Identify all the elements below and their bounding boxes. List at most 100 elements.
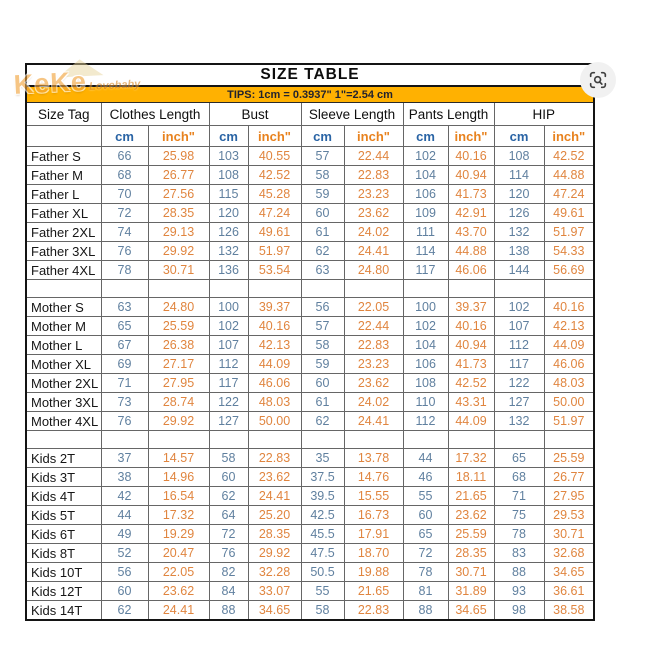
cm-value-cell: 117	[402, 260, 449, 280]
unit-inch-clothes: inch"	[147, 125, 210, 147]
size-tag-cell: Kids 4T	[25, 486, 102, 506]
inch-value-cell: 27.95	[543, 486, 595, 506]
cm-value-cell: 47.5	[300, 543, 345, 563]
spacer-cell	[447, 279, 495, 298]
cm-value-cell: 37.5	[300, 467, 345, 487]
cm-value-cell: 70	[100, 184, 149, 204]
table-row: Father M 68 26.77 108 42.52 58 22.83 104 40.94 11…	[25, 165, 595, 185]
cm-value-cell: 64	[208, 505, 249, 525]
inch-value-cell: 42.13	[247, 335, 302, 355]
inch-value-cell: 14.76	[343, 467, 404, 487]
cm-value-cell: 50.5	[300, 562, 345, 582]
size-tag-cell: Father XL	[25, 203, 102, 223]
cm-value-cell: 59	[300, 354, 345, 374]
cm-value-cell: 45.5	[300, 524, 345, 544]
inch-value-cell: 56.69	[543, 260, 595, 280]
inch-value-cell: 13.78	[343, 448, 404, 468]
inch-value-cell: 50.00	[247, 411, 302, 431]
unit-cm-pants: cm	[402, 125, 449, 147]
inch-value-cell: 27.56	[147, 184, 210, 204]
inch-value-cell: 49.61	[543, 203, 595, 223]
inch-value-cell: 54.33	[543, 241, 595, 261]
cm-value-cell: 60	[402, 505, 449, 525]
size-tag-cell: Mother XL	[25, 354, 102, 374]
size-tag-cell: Kids 5T	[25, 505, 102, 525]
unit-inch-pants: inch"	[447, 125, 495, 147]
inch-value-cell: 29.92	[147, 241, 210, 261]
unit-cm-sleeve: cm	[300, 125, 345, 147]
size-tag-cell: Father S	[25, 146, 102, 166]
cm-value-cell: 76	[208, 543, 249, 563]
cm-value-cell: 52	[100, 543, 149, 563]
inch-value-cell: 16.73	[343, 505, 404, 525]
cm-value-cell: 63	[100, 297, 149, 317]
cm-value-cell: 58	[208, 448, 249, 468]
inch-value-cell: 22.44	[343, 146, 404, 166]
inch-value-cell: 24.02	[343, 392, 404, 412]
cm-value-cell: 108	[208, 165, 249, 185]
spacer-cell	[402, 430, 449, 449]
cm-value-cell: 98	[493, 600, 545, 621]
table-row: Father S 66 25.98 103 40.55 57 22.44 102 40.16 10…	[25, 146, 595, 166]
inch-value-cell: 40.16	[447, 316, 495, 336]
cm-value-cell: 108	[493, 146, 545, 166]
cm-value-cell: 138	[493, 241, 545, 261]
cm-value-cell: 69	[100, 354, 149, 374]
cm-value-cell: 58	[300, 600, 345, 621]
cm-value-cell: 127	[208, 411, 249, 431]
section-spacer-row	[25, 279, 595, 298]
inch-value-cell: 19.29	[147, 524, 210, 544]
cm-value-cell: 63	[300, 260, 345, 280]
cm-value-cell: 126	[208, 222, 249, 242]
cm-value-cell: 61	[300, 392, 345, 412]
tips-text: TIPS: 1cm = 0.3937" 1"=2.54 cm	[25, 85, 595, 103]
unit-row: cm inch" cm inch" cm inch" cm inch" cm i…	[25, 125, 595, 147]
cm-value-cell: 132	[493, 411, 545, 431]
image-search-lens-icon[interactable]	[580, 62, 616, 98]
cm-value-cell: 59	[300, 184, 345, 204]
unit-cm-hip: cm	[493, 125, 545, 147]
table-row: Mother M 65 25.59 102 40.16 57 22.44 102 40.16 10…	[25, 316, 595, 336]
inch-value-cell: 23.23	[343, 184, 404, 204]
spacer-cell	[247, 430, 302, 449]
size-table-body: Father S 66 25.98 103 40.55 57 22.44 102 40.16 10…	[25, 146, 595, 621]
inch-value-cell: 23.62	[343, 203, 404, 223]
inch-value-cell: 23.62	[343, 373, 404, 393]
inch-value-cell: 24.41	[343, 241, 404, 261]
cm-value-cell: 55	[300, 581, 345, 601]
size-tag-cell: Mother S	[25, 297, 102, 317]
cm-value-cell: 114	[402, 241, 449, 261]
cm-value-cell: 112	[493, 335, 545, 355]
inch-value-cell: 20.47	[147, 543, 210, 563]
cm-value-cell: 71	[493, 486, 545, 506]
inch-value-cell: 22.05	[147, 562, 210, 582]
size-tag-cell: Father L	[25, 184, 102, 204]
table-row: Kids 14T 62 24.41 88 34.65 58 22.83 88 34.65 98 38…	[25, 600, 595, 621]
table-row: Mother S 63 24.80 100 39.37 56 22.05 100 39.37 10…	[25, 297, 595, 317]
cm-value-cell: 62	[300, 411, 345, 431]
cm-value-cell: 55	[402, 486, 449, 506]
cm-value-cell: 112	[208, 354, 249, 374]
cm-value-cell: 44	[402, 448, 449, 468]
spacer-cell	[493, 279, 545, 298]
spacer-cell	[343, 430, 404, 449]
inch-value-cell: 49.61	[247, 222, 302, 242]
inch-value-cell: 29.92	[247, 543, 302, 563]
cm-value-cell: 78	[402, 562, 449, 582]
inch-value-cell: 51.97	[543, 222, 595, 242]
table-row: Father 2XL 74 29.13 126 49.61 61 24.02 111 43.70…	[25, 222, 595, 242]
cm-value-cell: 46	[402, 467, 449, 487]
inch-value-cell: 14.57	[147, 448, 210, 468]
inch-value-cell: 14.96	[147, 467, 210, 487]
cm-value-cell: 72	[100, 203, 149, 223]
cm-value-cell: 68	[100, 165, 149, 185]
inch-value-cell: 29.53	[543, 505, 595, 525]
table-row: Kids 3T 38 14.96 60 23.62 37.5 14.76 46 18.11 68 2…	[25, 467, 595, 487]
inch-value-cell: 44.88	[447, 241, 495, 261]
table-row: Kids 10T 56 22.05 82 32.28 50.5 19.88 78 30.71 88…	[25, 562, 595, 582]
cm-value-cell: 122	[493, 373, 545, 393]
inch-value-cell: 47.24	[543, 184, 595, 204]
table-title: SIZE TABLE	[25, 63, 595, 87]
inch-value-cell: 15.55	[343, 486, 404, 506]
inch-value-cell: 30.71	[447, 562, 495, 582]
